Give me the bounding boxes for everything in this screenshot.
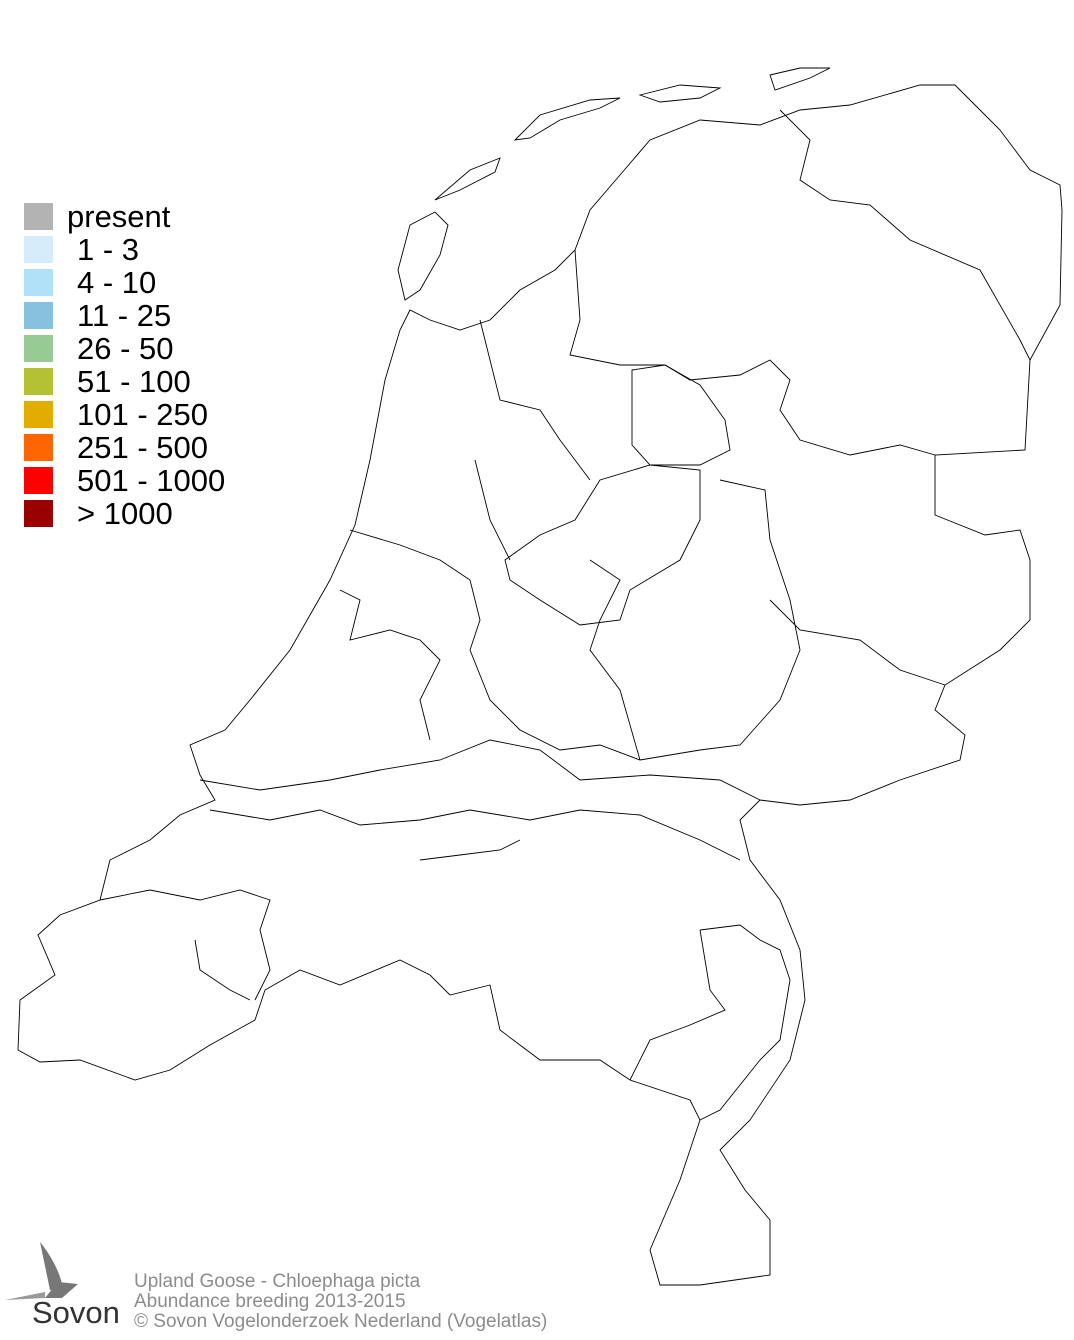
- legend: present 1 - 3 4 - 10 11 - 25 26 - 50 51 …: [24, 200, 225, 530]
- legend-swatch: [24, 434, 53, 461]
- legend-item: 4 - 10: [24, 266, 225, 299]
- logo-text: Sovon: [32, 1295, 120, 1330]
- noordoostpolder-boundary: [631, 364, 731, 466]
- schiermonnikoog-island: [769, 67, 831, 91]
- legend-item-present: present: [24, 200, 225, 233]
- legend-label: 501 - 1000: [77, 463, 226, 498]
- legend-label: present: [67, 199, 171, 234]
- legend-swatch: [24, 335, 53, 362]
- legend-item: 26 - 50: [24, 332, 225, 365]
- legend-item: > 1000: [24, 497, 225, 530]
- legend-label: 26 - 50: [77, 331, 174, 366]
- legend-swatch: [24, 401, 53, 428]
- legend-label: 1 - 3: [77, 232, 140, 267]
- vlieland-island: [434, 157, 501, 201]
- terschelling-island: [513, 97, 621, 141]
- legend-label: 4 - 10: [77, 265, 157, 300]
- legend-label: > 1000: [77, 496, 173, 531]
- legend-label: 101 - 250: [77, 397, 208, 432]
- logo-swallow-icon: [5, 1242, 78, 1300]
- species-title: Upland Goose - Chloephaga picta: [134, 1271, 421, 1292]
- legend-swatch: [24, 302, 53, 329]
- map-subtitle: Abundance breeding 2013-2015: [134, 1291, 406, 1312]
- legend-swatch: [24, 236, 53, 263]
- province-boundaries: [99, 109, 1031, 1121]
- map-caption: Upland Goose - Chloephaga picta Abundanc…: [134, 1272, 547, 1332]
- ameland-island: [638, 84, 722, 103]
- legend-item: 101 - 250: [24, 398, 225, 431]
- copyright-text: © Sovon Vogelonderzoek Nederland (Vogela…: [134, 1311, 548, 1332]
- legend-swatch: [24, 269, 53, 296]
- flevoland-boundary: [504, 464, 701, 626]
- legend-item: 1 - 3: [24, 233, 225, 266]
- legend-label: 251 - 500: [77, 430, 208, 465]
- legend-item: 51 - 100: [24, 365, 225, 398]
- legend-item: 11 - 25: [24, 299, 225, 332]
- country-outline: [17, 84, 1063, 1286]
- legend-swatch: [24, 203, 53, 230]
- legend-swatch: [24, 368, 53, 395]
- legend-item: 501 - 1000: [24, 464, 225, 497]
- legend-swatch: [24, 500, 53, 527]
- texel-island: [397, 211, 449, 301]
- legend-swatch: [24, 467, 53, 494]
- legend-label: 11 - 25: [77, 298, 172, 333]
- legend-label: 51 - 100: [77, 364, 191, 399]
- legend-item: 251 - 500: [24, 431, 225, 464]
